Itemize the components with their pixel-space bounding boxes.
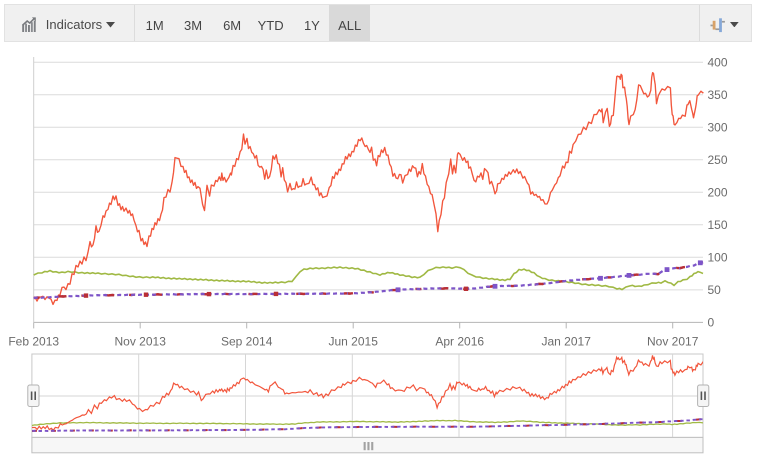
svg-text:250: 250 [708,153,728,167]
svg-text:Feb 2013: Feb 2013 [8,335,59,349]
svg-text:400: 400 [708,55,728,69]
svg-text:350: 350 [708,88,728,102]
svg-text:200: 200 [708,186,728,200]
svg-text:Jan 2017: Jan 2017 [542,335,592,349]
svg-text:Apr 2016: Apr 2016 [435,335,484,349]
svg-text:Jun 2015: Jun 2015 [329,335,379,349]
svg-text:100: 100 [708,251,728,265]
svg-text:Sep 2014: Sep 2014 [221,335,273,349]
svg-text:Nov 2013: Nov 2013 [115,335,167,349]
svg-text:0: 0 [708,316,715,330]
svg-text:Nov 2017: Nov 2017 [647,335,699,349]
svg-text:150: 150 [708,218,728,232]
svg-text:300: 300 [708,120,728,134]
svg-text:50: 50 [708,283,722,297]
